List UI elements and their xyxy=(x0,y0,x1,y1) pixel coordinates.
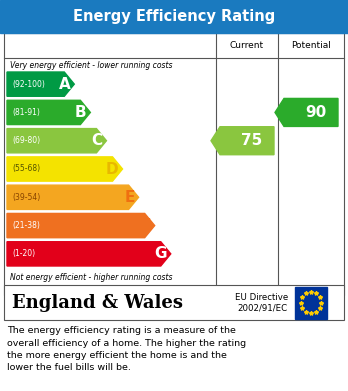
Text: 90: 90 xyxy=(305,105,326,120)
Text: (1-20): (1-20) xyxy=(12,249,35,258)
Text: B: B xyxy=(75,105,86,120)
Text: 75: 75 xyxy=(241,133,262,148)
Text: (21-38): (21-38) xyxy=(12,221,40,230)
Bar xyxy=(0,0,348,33)
Text: (39-54): (39-54) xyxy=(12,193,40,202)
Text: Potential: Potential xyxy=(291,41,331,50)
Text: F: F xyxy=(140,218,151,233)
Polygon shape xyxy=(7,129,106,153)
Text: Current: Current xyxy=(230,41,264,50)
Polygon shape xyxy=(7,213,155,238)
Text: Energy Efficiency Rating: Energy Efficiency Rating xyxy=(73,9,275,24)
Polygon shape xyxy=(211,127,274,155)
Text: Very energy efficient - lower running costs: Very energy efficient - lower running co… xyxy=(10,61,173,70)
Bar xyxy=(4,285,344,320)
Text: (55-68): (55-68) xyxy=(12,165,40,174)
Polygon shape xyxy=(7,185,139,210)
Bar xyxy=(295,287,327,319)
Text: (69-80): (69-80) xyxy=(12,136,40,145)
Text: C: C xyxy=(91,133,102,148)
Text: Not energy efficient - higher running costs: Not energy efficient - higher running co… xyxy=(10,273,173,283)
Text: England & Wales: England & Wales xyxy=(12,294,183,312)
Text: (81-91): (81-91) xyxy=(12,108,40,117)
Text: D: D xyxy=(106,161,119,176)
Text: (92-100): (92-100) xyxy=(12,80,45,89)
Polygon shape xyxy=(7,242,171,266)
Polygon shape xyxy=(275,99,338,126)
Text: The energy efficiency rating is a measure of the
overall efficiency of a home. T: The energy efficiency rating is a measur… xyxy=(7,326,246,373)
Bar xyxy=(4,33,344,295)
Text: A: A xyxy=(58,77,70,91)
Text: E: E xyxy=(124,190,135,205)
Text: EU Directive
2002/91/EC: EU Directive 2002/91/EC xyxy=(235,293,288,312)
Text: G: G xyxy=(154,246,167,261)
Polygon shape xyxy=(7,157,122,181)
Polygon shape xyxy=(7,72,74,96)
Polygon shape xyxy=(7,100,90,125)
